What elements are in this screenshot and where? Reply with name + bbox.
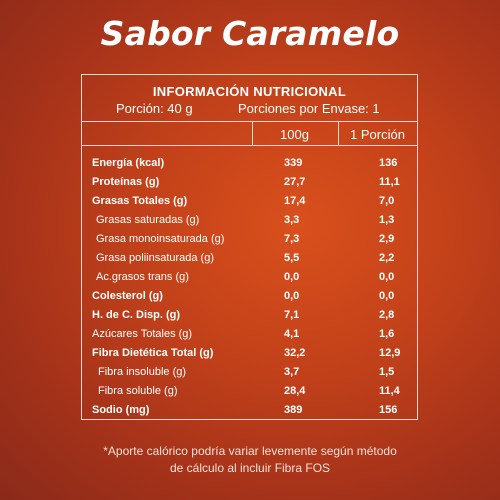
value-100g: 389 xyxy=(284,404,303,416)
row-label: H. de C. Disp. (g) xyxy=(92,309,180,321)
value-portion: 7,0 xyxy=(379,195,395,207)
row-label: Grasa monoinsaturada (g) xyxy=(96,233,225,245)
value-100g: 17,4 xyxy=(284,195,306,207)
row-label: Colesterol (g) xyxy=(92,290,163,302)
table-row: Energía (kcal) 339 136 xyxy=(82,157,417,175)
row-label: Azúcares Totales (g) xyxy=(92,328,193,340)
portion-size: Porción: 40 g xyxy=(116,101,193,116)
footnote-line: *Aporte calórico podría variar levemente… xyxy=(103,444,397,458)
value-portion: 11,1 xyxy=(379,176,400,188)
row-label: Grasas Totales (g) xyxy=(92,195,188,207)
value-portion: 11,4 xyxy=(379,385,400,397)
row-label: Grasas saturadas (g) xyxy=(96,214,200,226)
footnote: *Aporte calórico podría variar levemente… xyxy=(0,443,500,477)
value-100g: 339 xyxy=(284,157,303,169)
row-label: Fibra soluble (g) xyxy=(98,385,178,397)
table-row: Colesterol (g) 0,0 0,0 xyxy=(82,290,417,308)
footnote-line: de cálculo al incluir Fibra FOS xyxy=(169,461,331,475)
value-100g: 5,5 xyxy=(284,252,300,264)
value-portion: 0,0 xyxy=(379,290,395,302)
table-row: Grasa monoinsaturada (g) 7,3 2,9 xyxy=(82,233,417,251)
value-portion: 2,8 xyxy=(379,309,395,321)
value-portion: 2,2 xyxy=(379,252,395,264)
value-portion: 136 xyxy=(379,157,398,169)
value-100g: 32,2 xyxy=(284,347,306,359)
table-row: Ac.grasos trans (g) 0,0 0,0 xyxy=(82,271,417,289)
table-row: H. de C. Disp. (g) 7,1 2,8 xyxy=(82,309,417,327)
row-label: Ac.grasos trans (g) xyxy=(96,271,189,283)
value-portion: 2,9 xyxy=(379,233,395,245)
table-row: Proteínas (g) 27,7 11,1 xyxy=(82,176,417,194)
table-heading: INFORMACIÓN NUTRICIONAL xyxy=(152,84,347,99)
row-label: Sodio (mg) xyxy=(92,404,150,416)
table-row: Azúcares Totales (g) 4,1 1,6 xyxy=(82,328,417,346)
value-100g: 0,0 xyxy=(284,290,300,302)
row-label: Proteínas (g) xyxy=(92,176,160,188)
table-row: Fibra soluble (g) 28,4 11,4 xyxy=(82,385,417,403)
table-row: Fibra Dietética Total (g) 32,2 12,9 xyxy=(82,347,417,365)
value-100g: 28,4 xyxy=(284,385,306,397)
column-divider xyxy=(252,121,253,145)
value-100g: 3,7 xyxy=(284,366,300,378)
value-portion: 0,0 xyxy=(379,271,395,283)
value-100g: 7,3 xyxy=(284,233,300,245)
value-portion: 12,9 xyxy=(379,347,401,359)
table-row: Sodio (mg) 389 156 xyxy=(82,404,417,422)
value-100g: 3,3 xyxy=(284,214,300,226)
value-portion: 156 xyxy=(379,404,398,416)
column-header-portion: 1 Porción xyxy=(350,127,405,142)
divider xyxy=(82,121,417,122)
nutrition-table: INFORMACIÓN NUTRICIONAL Porción: 40 g Po… xyxy=(81,74,418,420)
table-row: Grasas Totales (g) 17,4 7,0 xyxy=(82,195,417,213)
value-100g: 0,0 xyxy=(284,271,300,283)
value-100g: 7,1 xyxy=(284,309,300,321)
value-portion: 1,6 xyxy=(379,328,395,340)
row-label: Fibra insoluble (g) xyxy=(98,366,187,378)
row-label: Grasa poliinsaturada (g) xyxy=(96,252,215,264)
table-row: Fibra insoluble (g) 3,7 1,5 xyxy=(82,366,417,384)
row-label: Energía (kcal) xyxy=(92,157,165,169)
row-label: Fibra Dietética Total (g) xyxy=(92,347,214,359)
servings-per-package: Porciones por Envase: 1 xyxy=(238,101,380,116)
value-100g: 4,1 xyxy=(284,328,300,340)
value-portion: 1,5 xyxy=(379,366,395,378)
column-header-100g: 100g xyxy=(280,127,309,142)
value-100g: 27,7 xyxy=(284,176,306,188)
value-portion: 1,3 xyxy=(379,214,395,226)
table-row: Grasas saturadas (g) 3,3 1,3 xyxy=(82,214,417,232)
page-title: Sabor Caramelo xyxy=(100,14,400,53)
column-divider xyxy=(338,121,339,145)
divider xyxy=(82,145,417,146)
table-row: Grasa poliinsaturada (g) 5,5 2,2 xyxy=(82,252,417,270)
